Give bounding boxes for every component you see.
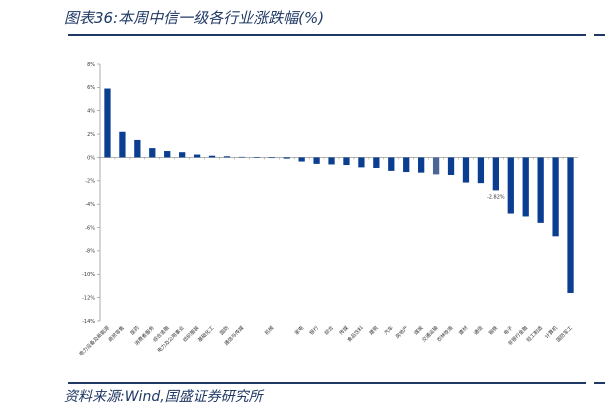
y-tick-label: -4% (85, 202, 95, 208)
bar (193, 154, 201, 158)
bar (298, 157, 305, 162)
title-rule (68, 34, 586, 36)
category-label: 轻工制造 (525, 324, 544, 343)
category-label: 农林牧渔 (435, 324, 454, 343)
bar (328, 157, 335, 165)
category-label: 通信 (472, 324, 484, 336)
category-label: 机械 (263, 324, 275, 336)
category-label: 商贸零售 (107, 324, 126, 343)
y-tick-label: 4% (87, 109, 95, 115)
category-label: 国防 (218, 324, 230, 336)
category-label: 国防军工 (555, 324, 574, 343)
y-tick-label: 6% (87, 85, 95, 91)
category-label: 传媒 (338, 324, 350, 336)
bar (477, 157, 485, 184)
category-label: 汽车 (383, 324, 395, 336)
y-tick-label: -12% (82, 295, 95, 301)
bar (537, 157, 544, 223)
bar (373, 157, 380, 168)
category-label: 基础化工 (196, 324, 215, 343)
y-tick-label: 8% (87, 62, 95, 68)
y-tick-label: -8% (85, 249, 95, 255)
bar (223, 156, 231, 158)
bar (447, 157, 455, 175)
bar (313, 157, 320, 164)
bar (403, 157, 410, 173)
bar (492, 157, 499, 191)
category-label: 煤炭 (413, 324, 425, 336)
bar (238, 156, 246, 158)
bar (343, 157, 350, 166)
data-label: -2.82% (487, 194, 505, 200)
bar (149, 148, 156, 158)
category-label: 综合 (323, 324, 335, 336)
chart-title: 图表36:本周中信一级各行业涨跌幅(%) (64, 9, 325, 27)
source-note: 资料来源:Wind,国盛证券研究所 (64, 389, 263, 405)
bar (164, 151, 171, 158)
bar (432, 157, 440, 175)
bar (567, 157, 574, 293)
source-rule (68, 382, 586, 384)
bar (179, 152, 186, 158)
bar (268, 157, 275, 159)
bar (119, 131, 126, 158)
category-label: 银行 (308, 324, 320, 336)
category-label: 电力设备及新能源 (78, 324, 111, 357)
y-tick-label: -10% (82, 272, 95, 278)
bar (134, 139, 141, 158)
bar (208, 155, 216, 158)
y-tick-label: 2% (87, 132, 95, 138)
title-rule-right (594, 34, 605, 36)
category-label: 钢铁 (487, 324, 499, 336)
y-tick-label: -14% (82, 319, 95, 325)
category-label: 房地产 (394, 324, 410, 340)
y-tick-label: -2% (85, 179, 95, 185)
category-label: 家电 (293, 324, 305, 336)
bar (283, 157, 290, 159)
category-label: 电子 (502, 324, 514, 336)
bar (418, 157, 425, 173)
y-tick-label: 0% (87, 155, 95, 161)
bar (507, 157, 514, 214)
bar (104, 88, 111, 158)
source-rule-right (594, 382, 605, 384)
bar (388, 157, 395, 171)
category-label: 建筑 (368, 324, 380, 336)
bar (522, 157, 529, 217)
bar (552, 157, 559, 237)
y-tick-label: -6% (85, 225, 95, 231)
bar (462, 157, 470, 183)
category-label: 食品饮料 (346, 324, 365, 343)
bar (358, 157, 365, 168)
category-label: 建材 (457, 324, 469, 336)
bar (253, 157, 260, 158)
category-label: 医药 (129, 324, 141, 336)
